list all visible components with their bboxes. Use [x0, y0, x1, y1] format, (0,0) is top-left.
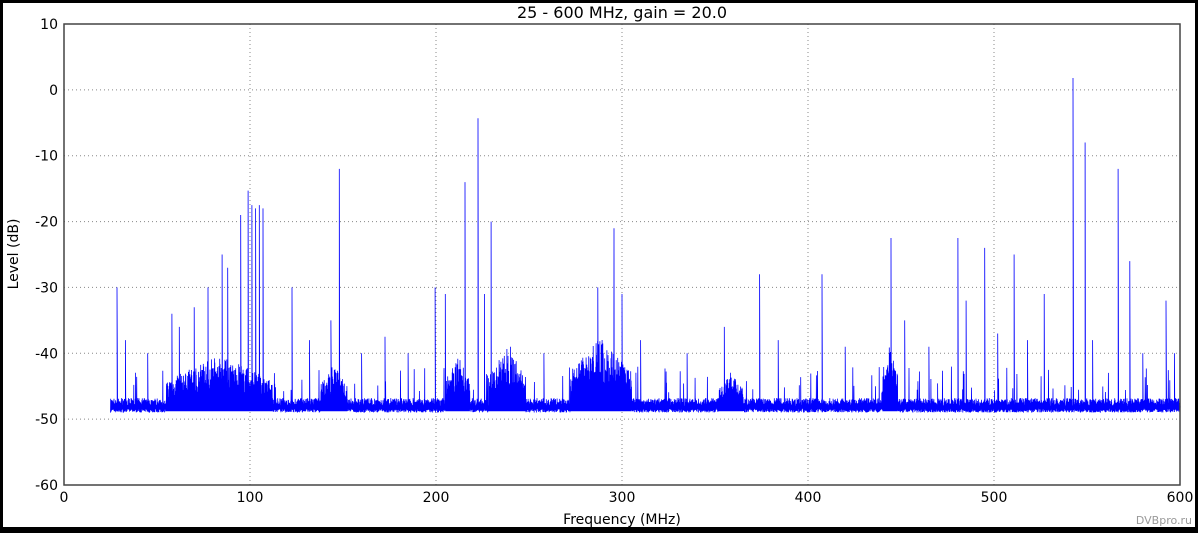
y-tick-label: -40 — [35, 346, 58, 362]
x-tick-label: 300 — [609, 490, 636, 506]
y-axis-label: Level (dB) — [6, 219, 22, 290]
y-tick-label: -30 — [35, 280, 58, 296]
x-tick-label: 500 — [981, 490, 1008, 506]
chart-title: 25 - 600 MHz, gain = 20.0 — [517, 3, 727, 22]
x-tick-label: 100 — [237, 490, 264, 506]
y-tick-label: 0 — [49, 83, 58, 99]
watermark: DVBpro.ru — [1136, 514, 1192, 527]
y-tick-label: -50 — [35, 412, 58, 428]
x-tick-label: 0 — [60, 490, 69, 506]
y-tick-label: -20 — [35, 215, 58, 231]
x-axis-label: Frequency (MHz) — [563, 512, 681, 528]
plot-area — [63, 23, 1181, 486]
x-tick-label: 200 — [423, 490, 450, 506]
y-tick-label: -10 — [35, 149, 58, 165]
x-tick-label: 400 — [795, 490, 822, 506]
y-tick-label: -60 — [35, 478, 58, 494]
spectrum-trace — [110, 77, 1181, 413]
y-tick-label: 10 — [40, 17, 58, 33]
x-tick-label: 600 — [1167, 490, 1194, 506]
